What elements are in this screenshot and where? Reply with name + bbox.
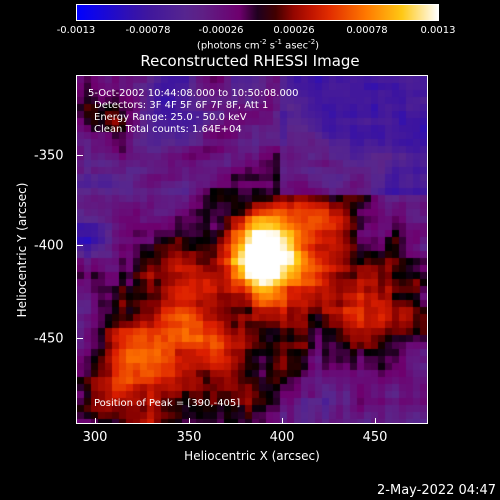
y-tick-mark [77,338,83,339]
x-axis-label: Heliocentric X (arcsec) [184,449,320,463]
y-tick-label: -350 [34,148,64,164]
colorbar-tick-label: -0.00078 [125,25,171,36]
colorbar-tick-label: -0.0013 [56,25,96,36]
time-range-text: 5-Oct-2002 10:44:08.000 to 10:50:08.000 [88,88,299,99]
colorbar-tick-label: -0.00026 [198,25,244,36]
colorbar [76,4,439,21]
x-tick-label: 300 [82,430,108,445]
colorbar-unit-label: (photons cm-2 s-1 asec-2) [196,38,320,52]
x-tick-mark [95,418,96,424]
peak-position-text: Position of Peak = [390,-405] [94,398,241,409]
energy-range-text: Energy Range: 25.0 - 50.0 keV [94,112,247,123]
x-tick-mark [375,418,376,424]
x-tick-label: 400 [269,430,295,445]
colorbar-tick-label: 0.00078 [346,25,388,36]
timestamp: 2-May-2022 04:47 [377,483,496,498]
clean-counts-text: Clean Total counts: 1.64E+04 [94,124,242,135]
y-axis-label: Heliocentric Y (arcsec) [15,182,29,318]
y-tick-mark [77,155,83,156]
y-tick-label: -400 [34,238,64,254]
y-tick-mark [77,245,83,246]
detectors-text: Detectors: 3F 4F 5F 6F 7F 8F, Att 1 [94,100,269,111]
colorbar-tick-label: 0.0013 [420,25,456,36]
x-tick-label: 350 [176,430,202,445]
colorbar-tick-label: 0.00026 [273,25,315,36]
y-tick-label: -450 [34,331,64,347]
x-tick-mark [282,418,283,424]
plot-title: Reconstructed RHESSI Image [140,52,360,70]
x-tick-label: 450 [362,430,388,445]
x-tick-mark [189,418,190,424]
image-plot-frame [76,75,428,424]
rhessi-image [77,76,427,423]
